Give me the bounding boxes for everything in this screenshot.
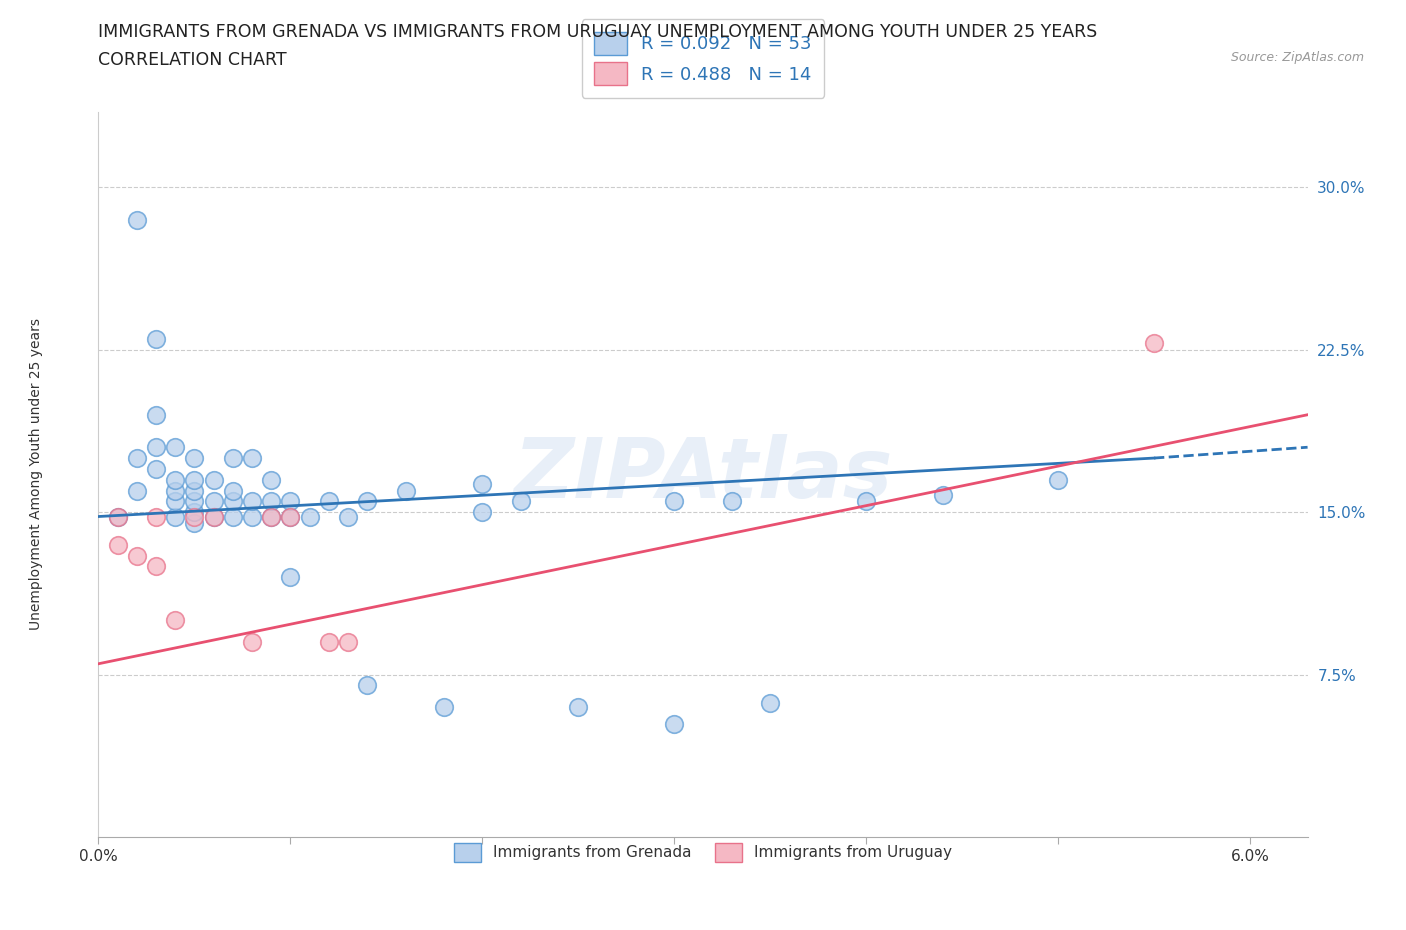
Point xyxy=(202,472,225,487)
Point xyxy=(183,505,205,520)
Point xyxy=(280,494,302,509)
Text: IMMIGRANTS FROM GRENADA VS IMMIGRANTS FROM URUGUAY UNEMPLOYMENT AMONG YOUTH UNDE: IMMIGRANTS FROM GRENADA VS IMMIGRANTS FR… xyxy=(98,23,1098,41)
Text: Source: ZipAtlas.com: Source: ZipAtlas.com xyxy=(1230,51,1364,64)
Point xyxy=(165,509,187,524)
Point xyxy=(664,494,686,509)
Point xyxy=(165,483,187,498)
Point xyxy=(107,538,129,552)
Point xyxy=(855,494,877,509)
Point xyxy=(509,494,531,509)
Point xyxy=(145,407,167,422)
Text: ZIPAtlas: ZIPAtlas xyxy=(513,433,893,515)
Point xyxy=(165,494,187,509)
Point xyxy=(471,476,494,491)
Point xyxy=(107,509,129,524)
Point xyxy=(240,634,263,649)
Point xyxy=(125,451,148,466)
Point xyxy=(394,483,416,498)
Point xyxy=(125,548,148,563)
Point xyxy=(240,509,263,524)
Point xyxy=(336,634,359,649)
Legend: Immigrants from Grenada, Immigrants from Uruguay: Immigrants from Grenada, Immigrants from… xyxy=(443,831,963,873)
Point xyxy=(125,212,148,227)
Point xyxy=(145,559,167,574)
Point xyxy=(222,509,245,524)
Point xyxy=(336,509,359,524)
Point xyxy=(280,509,302,524)
Point xyxy=(165,613,187,628)
Y-axis label: Unemployment Among Youth under 25 years: Unemployment Among Youth under 25 years xyxy=(30,318,42,631)
Point xyxy=(145,461,167,476)
Point xyxy=(356,678,378,693)
Point xyxy=(720,494,742,509)
Point xyxy=(318,494,340,509)
Point xyxy=(318,634,340,649)
Point xyxy=(183,509,205,524)
Point xyxy=(471,505,494,520)
Point xyxy=(183,483,205,498)
Point xyxy=(260,509,283,524)
Point xyxy=(280,509,302,524)
Point xyxy=(183,494,205,509)
Point xyxy=(125,483,148,498)
Text: CORRELATION CHART: CORRELATION CHART xyxy=(98,51,287,69)
Point xyxy=(183,451,205,466)
Point xyxy=(759,696,782,711)
Point xyxy=(165,440,187,455)
Point xyxy=(932,487,955,502)
Point xyxy=(260,494,283,509)
Point xyxy=(1047,472,1070,487)
Point xyxy=(298,509,321,524)
Point xyxy=(165,472,187,487)
Point xyxy=(433,699,456,714)
Point xyxy=(222,451,245,466)
Point xyxy=(260,509,283,524)
Point xyxy=(1143,336,1166,351)
Point xyxy=(202,494,225,509)
Point xyxy=(183,515,205,530)
Point xyxy=(202,509,225,524)
Point xyxy=(183,472,205,487)
Point xyxy=(356,494,378,509)
Point xyxy=(567,699,589,714)
Point xyxy=(222,494,245,509)
Point xyxy=(260,472,283,487)
Point xyxy=(240,494,263,509)
Point xyxy=(280,570,302,585)
Point xyxy=(107,509,129,524)
Point xyxy=(222,483,245,498)
Point xyxy=(240,451,263,466)
Point xyxy=(145,331,167,346)
Point xyxy=(202,509,225,524)
Point xyxy=(145,440,167,455)
Point xyxy=(145,509,167,524)
Point xyxy=(664,717,686,732)
